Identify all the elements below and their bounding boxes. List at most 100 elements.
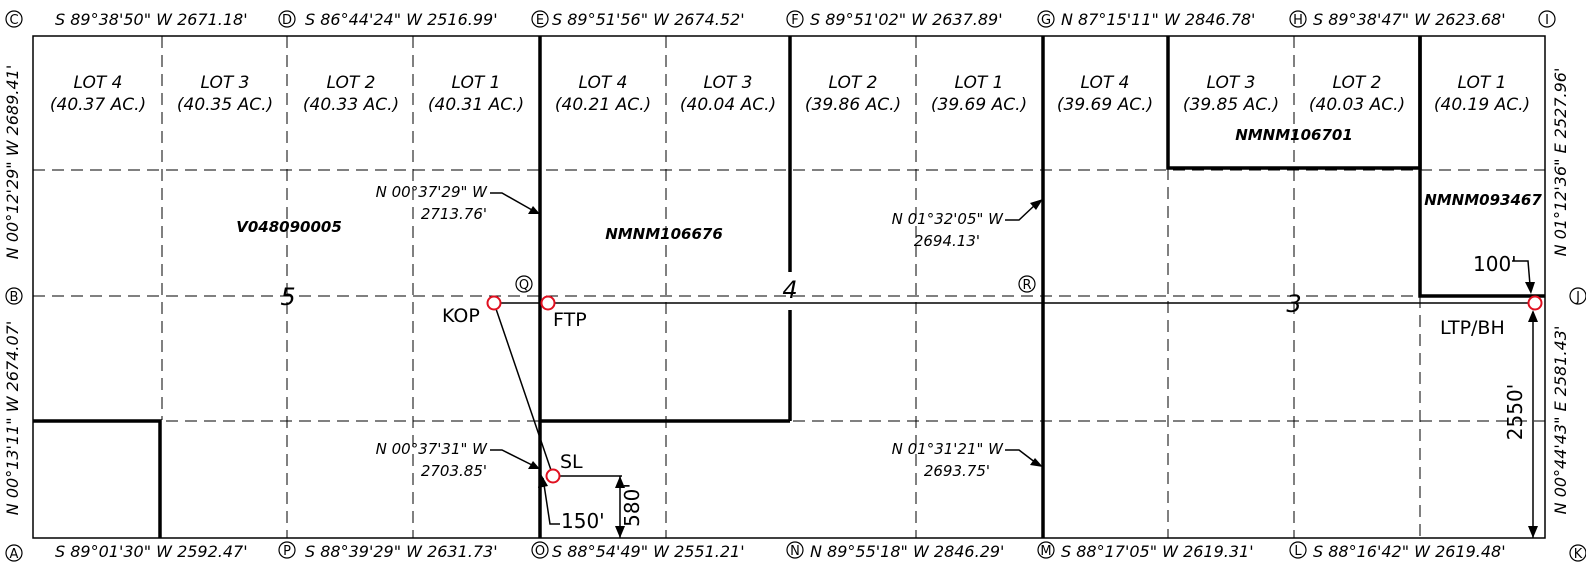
corner-c: C	[5, 10, 23, 28]
svg-text:O: O	[535, 544, 545, 559]
right-bearing-upper: N 01°12'36" E 2527.96'	[1551, 68, 1570, 257]
lease-label-right: NMNM093467	[1424, 191, 1542, 209]
ftp-marker[interactable]	[540, 295, 556, 311]
section-5: 5	[280, 283, 295, 311]
bottom-bearing: N 89°55'18" W 2846.29'	[810, 542, 1004, 561]
corner-m: M	[1037, 541, 1055, 559]
lot-acres: (39.85 AC.)	[1183, 95, 1279, 115]
svg-text:M: M	[1040, 544, 1051, 559]
svg-text:J: J	[1575, 290, 1580, 305]
corner-r: R	[1018, 275, 1036, 293]
corner-q: Q	[515, 275, 533, 293]
svg-text:L: L	[1294, 544, 1302, 559]
corner-f: F	[786, 10, 804, 28]
top-bearing: S 86°44'24" W 2516.99'	[305, 10, 498, 29]
corner-d: D	[278, 10, 296, 28]
svg-text:G: G	[1041, 13, 1051, 28]
lot-acres: (40.03 AC.)	[1309, 95, 1405, 115]
lot-name: LOT 4	[1081, 73, 1130, 93]
top-bearing: S 89°38'50" W 2671.18'	[55, 10, 248, 29]
bottom-bearing: S 88°54'49" W 2551.21'	[552, 542, 745, 561]
bottom-bearing: S 88°39'29" W 2631.73'	[305, 542, 498, 561]
call-distance: 2694.13'	[914, 232, 980, 250]
bottom-bearing: S 88°16'42" W 2619.48'	[1313, 542, 1506, 561]
lot-name: LOT 3	[201, 73, 250, 93]
dim-150: 150'	[561, 509, 605, 533]
lot-acres: (40.19 AC.)	[1434, 95, 1530, 115]
corner-i: I	[1538, 10, 1556, 28]
call-distance: 2713.76'	[421, 205, 487, 223]
lot-name: LOT 2	[327, 73, 376, 93]
lease-label-left: V048090005	[236, 218, 342, 236]
top-bearing: N 87°15'11" W 2846.78'	[1061, 10, 1255, 29]
dimension-lines	[538, 260, 1538, 538]
lease-labels: V048090005 NMNM106676 NMNM106701 NMNM093…	[236, 126, 1542, 243]
corner-n: N	[786, 541, 804, 559]
quarter-grid	[33, 36, 1545, 538]
kop-label: KOP	[442, 305, 480, 327]
dimension-labels: 150' 580' 100' 2550'	[561, 252, 1527, 533]
svg-text:C: C	[9, 13, 18, 28]
well-path	[493, 302, 1535, 477]
call-bearing: N 00°37'29" W	[376, 183, 489, 201]
top-bearings: S 89°38'50" W 2671.18' S 86°44'24" W 251…	[55, 10, 1506, 29]
corner-e: E	[531, 10, 549, 28]
svg-text:I: I	[1545, 13, 1549, 28]
lot-acres: (40.21 AC.)	[555, 95, 651, 115]
lease-boundaries	[33, 36, 1545, 538]
lot-acres: (39.69 AC.)	[931, 95, 1027, 115]
corner-l: L	[1289, 541, 1307, 559]
lot-name: LOT 4	[74, 73, 123, 93]
lot-name: LOT 2	[1333, 73, 1382, 93]
point-labels: KOP FTP SL LTP/BH	[442, 305, 1505, 473]
section-lines	[32, 35, 1546, 539]
lot-labels: LOT 4 (40.37 AC.) LOT 3 (40.35 AC.) LOT …	[50, 73, 1530, 115]
svg-text:N: N	[790, 544, 800, 559]
lot-acres: (40.04 AC.)	[680, 95, 776, 115]
call-bearing: N 01°32'05" W	[892, 210, 1005, 228]
corner-a: A	[5, 544, 23, 562]
corner-o: O	[531, 541, 549, 559]
svg-text:Q: Q	[519, 278, 529, 293]
lot-name: LOT 1	[1458, 73, 1507, 93]
bottom-bearings: S 89°01'30" W 2592.47' S 88°39'29" W 263…	[55, 542, 1506, 561]
kop-marker[interactable]	[486, 295, 502, 311]
lot-name: LOT 3	[1207, 73, 1256, 93]
lot-acres: (40.33 AC.)	[303, 95, 399, 115]
left-bearing-upper: N 00°12'29" W 2689.41'	[3, 65, 22, 259]
lot-name: LOT 1	[452, 73, 501, 93]
sl-label: SL	[560, 451, 583, 473]
section-4: 4	[782, 276, 797, 304]
call-arrows	[490, 192, 1043, 469]
call-distance: 2703.85'	[421, 462, 487, 480]
side-bearings: N 00°12'29" W 2689.41' N 00°13'11" W 267…	[3, 65, 1570, 515]
lot-acres: (39.86 AC.)	[805, 95, 901, 115]
corner-g: G	[1037, 10, 1055, 28]
lot-acres: (39.69 AC.)	[1057, 95, 1153, 115]
corner-j: J	[1569, 287, 1586, 305]
section-3: 3	[1286, 290, 1301, 318]
ltp-marker[interactable]	[1527, 295, 1543, 311]
svg-text:B: B	[10, 290, 19, 305]
corner-h: H	[1289, 10, 1307, 28]
lot-name: LOT 1	[955, 73, 1004, 93]
lot-name: LOT 2	[829, 73, 878, 93]
lease-label-middle: NMNM106676	[605, 225, 723, 243]
corner-b: B	[5, 287, 23, 305]
ltp-label: LTP/BH	[1440, 317, 1505, 339]
svg-text:K: K	[1574, 547, 1583, 562]
corner-k: K	[1569, 544, 1586, 562]
ftp-label: FTP	[553, 309, 587, 331]
svg-text:D: D	[282, 13, 292, 28]
lot-name: LOT 3	[704, 73, 753, 93]
dim-100: 100'	[1473, 252, 1517, 276]
point-markers	[486, 295, 1543, 484]
call-bearing: N 01°31'21" W	[892, 440, 1005, 458]
svg-text:F: F	[791, 13, 798, 28]
sl-marker[interactable]	[545, 468, 561, 484]
call-bearing: N 00°37'31" W	[376, 440, 489, 458]
lease-label-top-right: NMNM106701	[1235, 126, 1353, 144]
top-bearing: S 89°51'02" W 2637.89'	[810, 10, 1003, 29]
corner-labels: C D E F G H I B A P O N M L K J Q R	[5, 10, 1586, 562]
